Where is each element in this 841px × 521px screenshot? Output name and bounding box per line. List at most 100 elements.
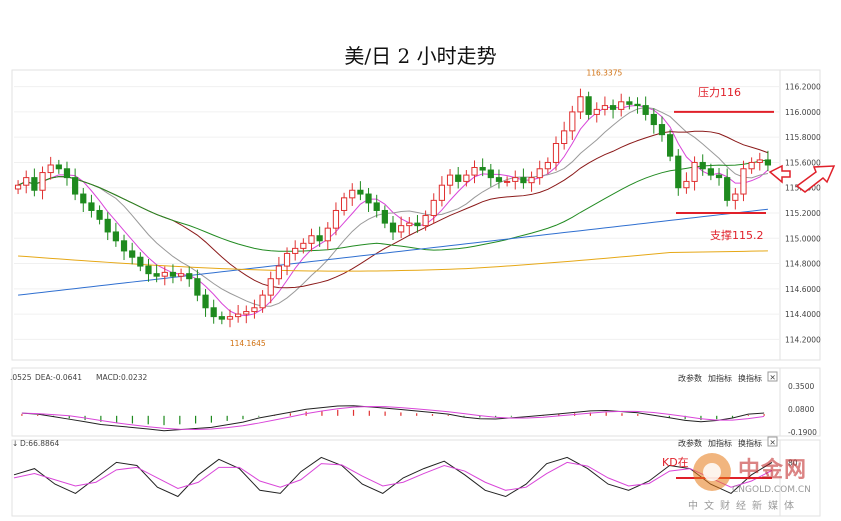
- kd-overlay-text: KD在: [662, 456, 689, 469]
- candle-up: [259, 294, 266, 309]
- candle-down: [520, 177, 527, 184]
- macd-y-ticks: 0.3500 0.0800 -0.1900: [788, 382, 817, 437]
- candle-up: [398, 225, 405, 233]
- price-panel: [11, 69, 821, 361]
- candle-down: [129, 250, 136, 258]
- candle-down: [194, 278, 201, 296]
- candle-down: [202, 294, 209, 309]
- candle-down: [658, 124, 666, 136]
- candle-up: [47, 164, 54, 174]
- kd-lines: [13, 456, 773, 498]
- candle-up: [691, 161, 698, 182]
- kd-params-button[interactable]: 改参数: [678, 438, 702, 448]
- candle-down: [186, 273, 193, 280]
- candle-down: [365, 193, 372, 204]
- candle-up: [235, 313, 242, 318]
- kd-switch-indicator-button[interactable]: 换指标: [738, 438, 762, 448]
- kd-close-button[interactable]: [767, 436, 778, 447]
- candle-up: [618, 101, 625, 110]
- support-label: 支撑115.2: [710, 228, 764, 242]
- macd-y-tick: 0.3500: [788, 382, 814, 391]
- candle-down: [96, 209, 103, 220]
- candle-up: [300, 242, 307, 249]
- candle-down: [675, 155, 682, 189]
- candle-up: [406, 222, 413, 227]
- support-resistance-levels: [674, 110, 774, 214]
- candle-up: [251, 307, 258, 313]
- candle-up: [292, 247, 299, 254]
- candle-up: [471, 167, 478, 176]
- candle-up: [226, 316, 234, 320]
- kd-close-icon: ✕: [770, 438, 776, 447]
- candle-down: [357, 189, 364, 195]
- logo-inner-circle: [703, 463, 721, 481]
- macd-params-button[interactable]: 改参数: [678, 373, 702, 383]
- candle-up: [267, 278, 274, 296]
- candle-up: [161, 271, 168, 277]
- candle-up: [332, 209, 340, 229]
- candle-down: [642, 105, 649, 115]
- candle-down: [707, 168, 714, 176]
- candle-down: [145, 265, 152, 275]
- candle-up: [177, 273, 185, 277]
- macd-y-tick: -0.1900: [788, 428, 817, 437]
- watermark-logo: [693, 453, 731, 491]
- macd-lines: [21, 405, 765, 432]
- candle-down: [699, 161, 706, 170]
- candle-down: [120, 240, 128, 252]
- candle-up: [569, 111, 576, 132]
- price-y-tick: 115.6000: [785, 158, 821, 167]
- candle-down: [112, 231, 119, 242]
- candle-up: [275, 265, 283, 280]
- kd-add-indicator-button[interactable]: 加指标: [708, 438, 732, 448]
- candle-up: [683, 180, 690, 189]
- candle-up: [463, 174, 470, 182]
- macd-close-icon: ✕: [770, 373, 776, 382]
- candle-up: [732, 193, 739, 201]
- watermark-url: CNGOLD.COM.CN: [732, 485, 811, 495]
- candle-down: [72, 177, 79, 195]
- candle-up: [283, 252, 291, 267]
- candle-up: [23, 177, 30, 186]
- candle-up: [740, 168, 747, 195]
- candle-up: [536, 168, 543, 179]
- macd-dea-line: [21, 406, 765, 430]
- candle-up: [512, 177, 519, 182]
- candle-down: [724, 177, 731, 201]
- macd-dif-value: .0525: [10, 373, 32, 382]
- candle-up: [503, 180, 511, 183]
- kd-down-arrow-icon: ↓: [12, 439, 18, 448]
- high-label: 116.3375: [586, 68, 622, 77]
- candle-up: [14, 184, 22, 190]
- price-y-tick: 114.4000: [785, 310, 821, 319]
- price-y-tick: 115.0000: [785, 234, 821, 243]
- low-label: 114.1645: [230, 339, 266, 348]
- moving-average-lines: [17, 104, 769, 317]
- macd-switch-indicator-button[interactable]: 换指标: [738, 373, 762, 383]
- price-y-tick: 114.8000: [785, 260, 821, 269]
- macd-y-tick: 0.0800: [788, 405, 814, 414]
- candle-down: [137, 256, 144, 267]
- candle-down: [373, 202, 380, 211]
- candle-up: [601, 105, 609, 110]
- watermark-subtitle: 中文财经新媒体: [688, 501, 800, 512]
- candle-down: [667, 134, 674, 157]
- candle-down: [63, 168, 71, 179]
- macd-dea-value: DEA:-0.0641: [35, 373, 82, 382]
- price-y-tick: 114.2000: [785, 335, 821, 344]
- macd-close-button[interactable]: [767, 371, 778, 382]
- candle-down: [153, 273, 160, 277]
- candle-up: [349, 189, 356, 199]
- candle-down: [479, 167, 486, 171]
- candle-up: [748, 161, 755, 170]
- candle-up: [593, 108, 600, 115]
- candle-down: [218, 316, 225, 320]
- candle-up: [243, 311, 250, 315]
- macd-add-indicator-button[interactable]: 加指标: [708, 373, 732, 383]
- kd-d-value: D:66.8864: [20, 439, 60, 448]
- candle-up: [552, 143, 560, 163]
- candle-down: [495, 177, 503, 182]
- kd-y-ticks: 80: [788, 458, 798, 467]
- up-right-arrow-icon: [795, 165, 836, 193]
